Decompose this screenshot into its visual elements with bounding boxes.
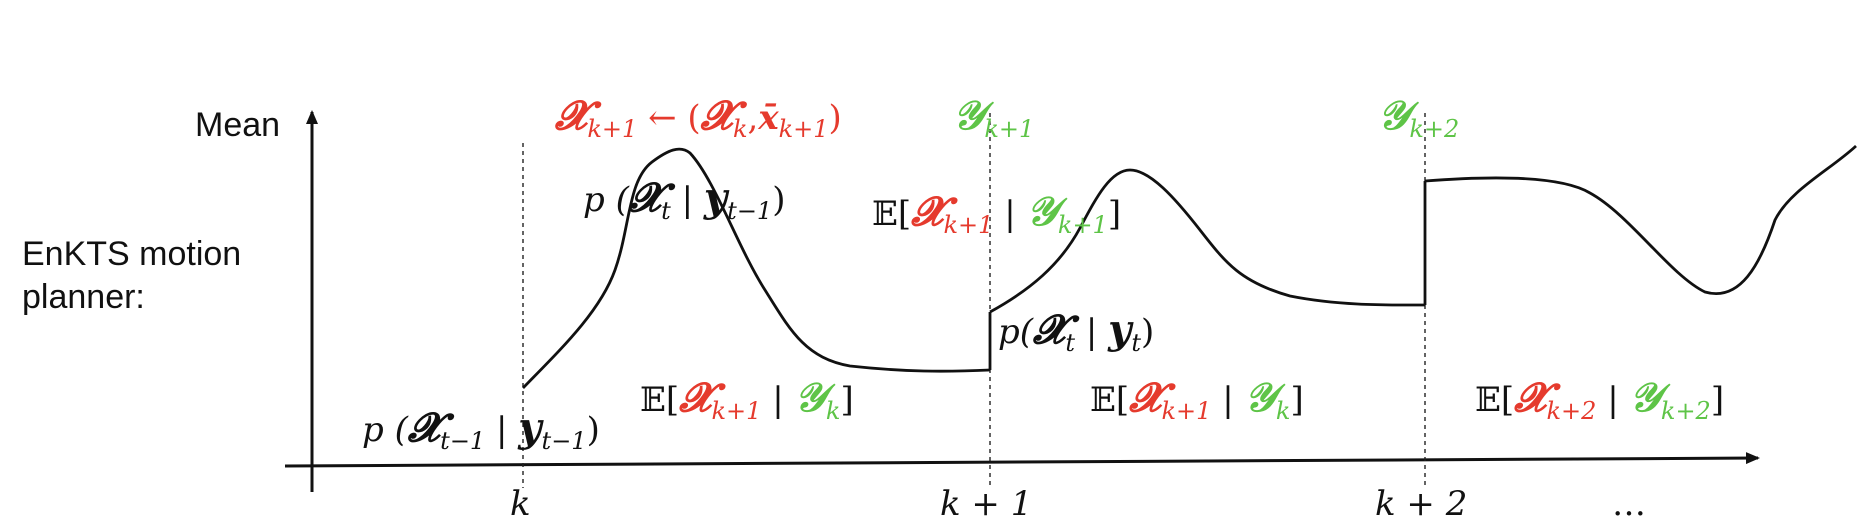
planner-label: EnKTS motion planner: xyxy=(22,235,242,316)
observation-k2: 𝒴k+2 xyxy=(1378,92,1460,143)
posterior-label: p(𝓧t | 𝒚t) xyxy=(998,306,1155,357)
expectation-label-4: 𝔼[𝓧k+2 | 𝒴k+2] xyxy=(1475,374,1725,425)
tick-label-k2: k + 2 xyxy=(1375,484,1468,524)
x-axis xyxy=(284,452,1760,468)
mean-curve-segment-3 xyxy=(1424,144,1857,295)
expectation-label-2: 𝔼[𝓧k+1 | 𝒴k+1] xyxy=(872,188,1122,239)
expectation-label-1: 𝔼[𝓧k+1 | 𝒴k] xyxy=(640,374,854,425)
tick-label-ellipsis: … xyxy=(1612,484,1646,524)
prior-prev-label: p (𝓧t−1 | 𝒚t−1) xyxy=(362,404,600,455)
y-axis-label: Mean xyxy=(195,106,281,144)
expectation-label-3: 𝔼[𝓧k+1 | 𝒴k] xyxy=(1090,374,1304,425)
ensemble-update-rule: 𝓧k+1 ← (𝓧k,x̄k+1) xyxy=(555,92,842,143)
mean-curve-segment-1 xyxy=(521,147,991,389)
prior-label: p (𝓧t | 𝒚t−1) xyxy=(583,174,786,225)
tick-label-k1: k + 1 xyxy=(940,484,1033,524)
tick-label-k: k xyxy=(510,484,531,524)
mean-curve-segment-2 xyxy=(989,168,1426,314)
observation-k1: 𝒴k+1 xyxy=(953,92,1035,143)
